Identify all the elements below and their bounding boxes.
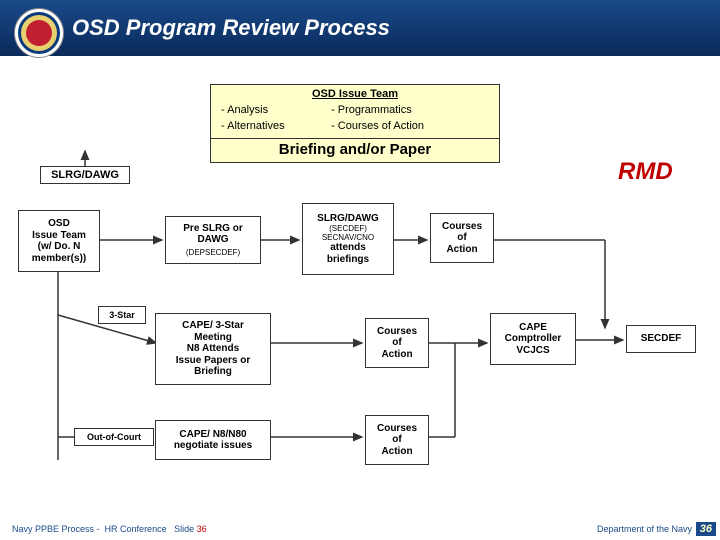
courses-of-action-1: Courses of Action: [430, 213, 494, 263]
courses-of-action-3: Courses of Action: [365, 415, 429, 465]
cape-comptroller-node: CAPE Comptroller VCJCS: [490, 313, 576, 365]
issue-team-r1: - Programmatics: [331, 104, 489, 118]
footer-right: Department of the Navy: [597, 524, 692, 534]
out-of-court-label: Out-of-Court: [74, 428, 154, 446]
cape-3star-meeting-node: CAPE/ 3-Star Meeting N8 Attends Issue Pa…: [155, 313, 271, 385]
footer-left: Navy PPBE Process - HR Conference Slide …: [12, 524, 207, 534]
navy-seal-logo: [14, 8, 64, 58]
issue-team-r2: - Courses of Action: [331, 120, 489, 134]
slrg-dawg-label: SLRG/DAWG: [40, 166, 130, 184]
cape-negotiate-node: CAPE/ N8/N80 negotiate issues: [155, 420, 271, 460]
osd-issue-team-node: OSD Issue Team (w/ Do. N member(s)): [18, 210, 100, 272]
rmd-label: RMD: [618, 158, 673, 186]
header-bar: OSD Program Review Process: [0, 0, 720, 56]
page-title: OSD Program Review Process: [72, 15, 390, 41]
briefing-box: Briefing and/or Paper: [210, 138, 500, 163]
osd-issue-team-box: OSD Issue Team - Analysis - Programmatic…: [210, 84, 500, 139]
three-star-label: 3-Star: [98, 306, 146, 324]
slrg-dawg-node: SLRG/DAWG (SECDEF) SECNAV/CNO attends br…: [302, 203, 394, 275]
issue-team-l2: - Alternatives: [221, 120, 329, 134]
courses-of-action-2: Courses of Action: [365, 318, 429, 368]
issue-team-l1: - Analysis: [221, 104, 329, 118]
secdef-node: SECDEF: [626, 325, 696, 353]
issue-team-title: OSD Issue Team: [219, 88, 491, 102]
pre-slrg-node: Pre SLRG or DAWG (DEPSECDEF): [165, 216, 261, 264]
slide-number-badge: 36: [696, 522, 716, 536]
